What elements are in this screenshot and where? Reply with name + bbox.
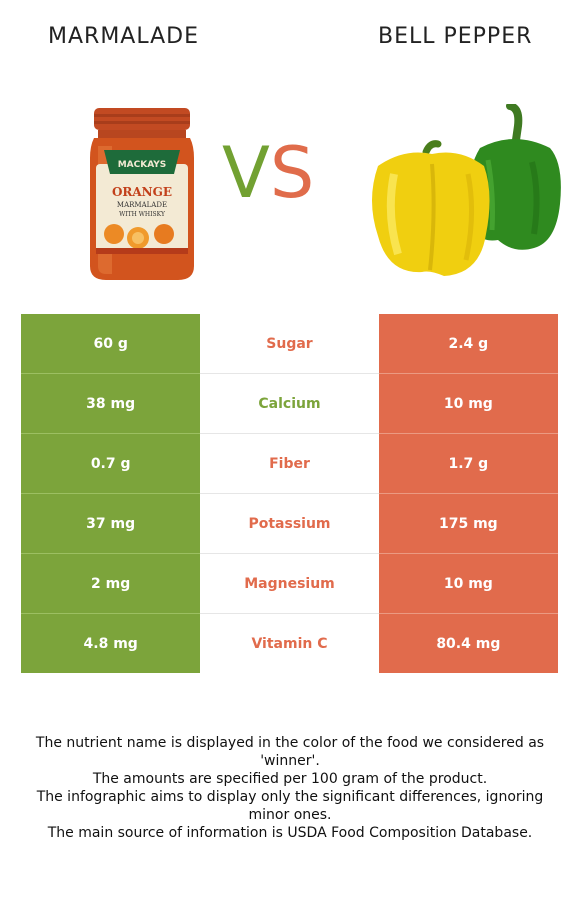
table-row: 38 mg Calcium 10 mg — [21, 373, 558, 434]
jar-line3-text: WITH WHISKY — [119, 211, 166, 218]
footnote-line: The nutrient name is displayed in the co… — [35, 735, 545, 769]
nutrient-name-cell: Calcium — [200, 373, 379, 434]
table-row: 60 g Sugar 2.4 g — [21, 314, 558, 374]
left-value-cell: 4.8 mg — [21, 613, 201, 673]
left-value-cell: 60 g — [21, 314, 201, 374]
nutrient-name-cell: Fiber — [200, 433, 379, 494]
nutrient-name-cell: Vitamin C — [200, 613, 379, 673]
left-food-title: MARMALADE — [48, 24, 200, 49]
table-row: 2 mg Magnesium 10 mg — [21, 553, 558, 614]
right-food-title: BELL PEPPER — [378, 24, 533, 49]
left-value-cell: 2 mg — [21, 553, 201, 614]
bell-pepper-image — [372, 104, 561, 276]
right-value-cell: 1.7 g — [378, 433, 558, 494]
versus-text: VS — [222, 132, 315, 214]
left-value-cell: 0.7 g — [21, 433, 201, 494]
jar-brand-text: MACKAYS — [118, 160, 167, 170]
table-row: 0.7 g Fiber 1.7 g — [21, 433, 558, 494]
left-value-cell: 38 mg — [21, 373, 201, 434]
footnote: The nutrient name is displayed in the co… — [20, 734, 560, 842]
marmalade-jar-image: MACKAYS ORANGE MARMALADE WITH WHISKY — [90, 108, 194, 280]
nutrient-name-cell: Magnesium — [200, 553, 379, 614]
jar-product-text: ORANGE — [112, 185, 172, 199]
right-value-cell: 10 mg — [378, 553, 558, 614]
footnote-line: The infographic aims to display only the… — [36, 789, 544, 823]
table-row: 37 mg Potassium 175 mg — [21, 493, 558, 554]
right-value-cell: 2.4 g — [378, 314, 558, 374]
right-value-cell: 80.4 mg — [378, 613, 558, 673]
left-value-cell: 37 mg — [21, 493, 201, 554]
nutrient-name-cell: Potassium — [200, 493, 379, 554]
right-value-cell: 175 mg — [378, 493, 558, 554]
nutrient-comparison-table: 60 g Sugar 2.4 g 38 mg Calcium 10 mg 0.7 g Fibe… — [21, 314, 558, 673]
footnote-line: The main source of information is USDA F… — [47, 825, 533, 841]
footnote-line: The amounts are specified per 100 gram o… — [92, 771, 488, 787]
table-row: 4.8 mg Vitamin C 80.4 mg — [21, 613, 558, 673]
nutrient-name-cell: Sugar — [200, 314, 379, 374]
jar-line2-text: MARMALADE — [117, 201, 167, 209]
right-value-cell: 10 mg — [378, 373, 558, 434]
